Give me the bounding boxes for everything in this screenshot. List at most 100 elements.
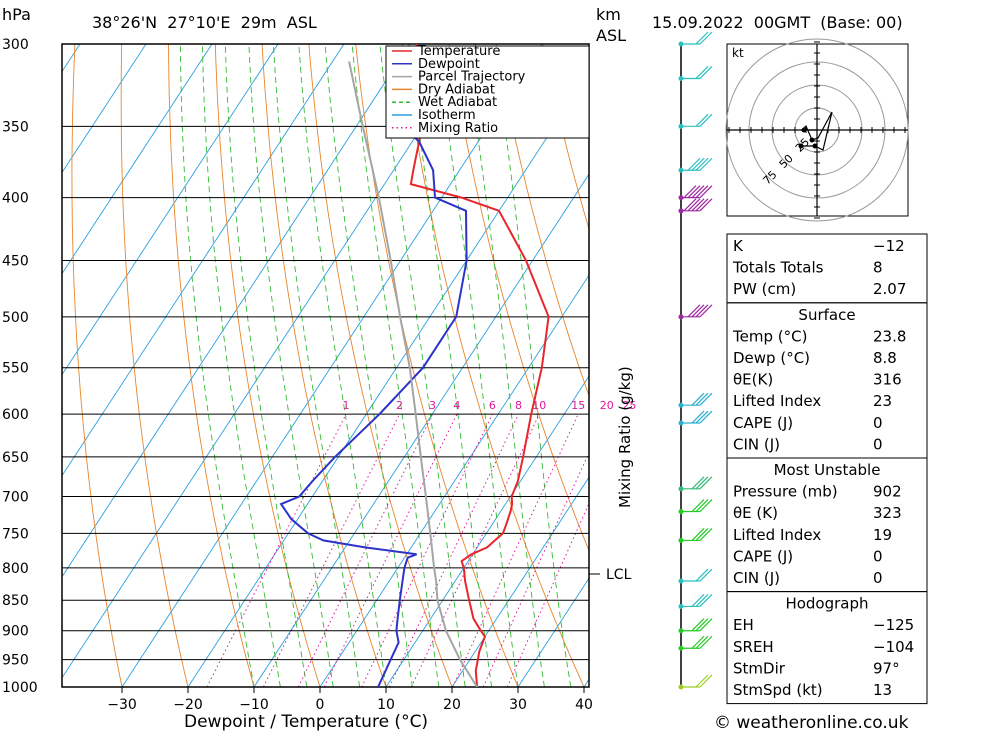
wind-barb-flag: [691, 157, 705, 171]
hodograph-point: [809, 137, 815, 143]
mixing-ratio-labels: 1 2 3 4 6 8 10 15 20 25: [343, 399, 637, 412]
isotherm-line: [385, 375, 589, 687]
wet-adiabat-line: [324, 44, 413, 687]
index-label: EH: [733, 616, 754, 634]
dewpoint-line: [279, 44, 468, 687]
datetime-title: 15.09.2022 00GMT (Base: 00): [652, 13, 903, 32]
index-label: Totals Totals: [732, 259, 824, 277]
dry-adiabat-line: [495, 44, 589, 398]
wind-barb-flag: [695, 568, 709, 582]
wind-barb-flag: [687, 304, 701, 318]
section-title: Most Unstable: [774, 461, 881, 479]
wind-barb-flag: [695, 113, 709, 127]
wind-barb-flag: [699, 392, 713, 406]
plot-frame: [61, 43, 590, 688]
wind-barb-flag: [691, 410, 705, 424]
isobar-lines: [62, 43, 589, 688]
index-label: SREH: [733, 638, 774, 656]
index-label: Pressure (mb): [733, 483, 838, 501]
pressure-tick-label: 700: [2, 490, 29, 506]
pressure-tick-label: 350: [2, 119, 29, 135]
wind-barb-flag: [691, 594, 705, 607]
mixing-ratio-line: [506, 502, 589, 687]
index-value: 0: [873, 435, 883, 453]
pressure-tick-label: 450: [2, 254, 29, 270]
mixing-ratio-label: 6: [489, 399, 496, 412]
pressure-tick-label: 850: [2, 593, 29, 609]
dry-adiabat-line: [120, 44, 189, 687]
wind-barb-flag: [691, 392, 705, 406]
wind-barb-flag: [695, 198, 709, 212]
section-title: Hodograph: [785, 595, 868, 613]
wind-barb-flag: [687, 198, 701, 212]
asl-label: ASL: [596, 26, 626, 45]
isotherm-line: [62, 44, 279, 376]
hodograph-point: [798, 143, 804, 149]
index-value: 316: [873, 371, 902, 389]
parcel-trajectory-line: [348, 61, 478, 687]
wind-barb-flag: [691, 528, 705, 541]
dry-adiabat-line: [308, 44, 453, 687]
wind-barb-flag: [699, 674, 713, 688]
dry-adiabat-line: [214, 44, 321, 687]
hodograph: kt 255075: [725, 38, 909, 222]
wind-barb-flag: [695, 185, 709, 199]
wind-barb-flag: [695, 594, 709, 607]
temperature-tick-label: 10: [377, 697, 395, 713]
pressure-tick-label: 800: [2, 561, 29, 577]
pressure-tick-label: 500: [2, 310, 29, 326]
isotherm-line: [62, 44, 411, 578]
wind-barb-flag: [691, 499, 705, 512]
hodograph-point: [801, 127, 807, 133]
index-value: −104: [873, 638, 914, 656]
index-value: 0: [873, 569, 883, 587]
mixing-ratio-label: 2: [396, 399, 403, 412]
wet-adiabat-line: [379, 44, 466, 687]
location-title: 38°26'N 27°10'E 29m ASL: [92, 13, 317, 32]
isotherm-line: [319, 274, 589, 687]
isotherm-line: [62, 44, 213, 275]
temperature-tick-labels: −30 −20 −10 0 10 20 30 40: [107, 687, 593, 713]
km-label: km: [596, 5, 621, 24]
legend-label: Parcel Trajectory: [418, 70, 526, 85]
indices-tables: K −12 Totals Totals 8 PW (cm) 2.07 Surface Temp…: [726, 233, 928, 705]
wind-barb-flag: [683, 185, 697, 199]
wet-adiabat-line: [248, 44, 334, 687]
pressure-tick-label: 600: [2, 407, 29, 423]
wind-barb-flag: [699, 499, 713, 512]
wind-barb-flag: [695, 674, 709, 688]
index-value: 97°: [873, 659, 900, 677]
index-label: CAPE (J): [733, 547, 793, 565]
wind-barb-flag: [695, 31, 709, 45]
mixing-ratio-axis-label: Mixing Ratio (g/kg): [616, 366, 634, 508]
wind-barb-flag: [699, 528, 713, 541]
index-label: θE (K): [733, 504, 778, 522]
wind-barb-flag: [695, 304, 709, 318]
isotherm-line: [451, 476, 589, 687]
index-label: StmDir: [733, 659, 786, 677]
wind-barb-flag: [699, 568, 713, 582]
temperature-tick-label: 30: [509, 697, 527, 713]
temperature-tick-label: −20: [173, 697, 203, 713]
mixing-ratio-line: [323, 413, 458, 687]
wind-barb-flag: [699, 476, 713, 490]
wind-barb-flag: [699, 157, 713, 171]
wind-barb-flag: [691, 618, 705, 632]
mixing-ratio-label: 20: [600, 399, 614, 412]
index-value: 8.8: [873, 349, 897, 367]
index-value: −12: [873, 237, 905, 255]
legend-label: Temperature: [417, 44, 500, 59]
wind-barb-flag: [695, 410, 709, 424]
legend-label: Isotherm: [418, 108, 476, 123]
wind-barb-flag: [695, 66, 709, 79]
hodograph-unit: kt: [732, 46, 744, 60]
wind-barb-flag: [691, 198, 705, 212]
wet-adiabat-line: [298, 44, 387, 687]
mixing-ratio-line: [206, 413, 347, 687]
mixing-ratio-label: 4: [453, 399, 460, 412]
isotherm-line: [517, 577, 589, 687]
wind-barb-flag: [687, 157, 701, 171]
index-value: −125: [873, 616, 914, 634]
index-label: Temp (°C): [732, 327, 807, 345]
